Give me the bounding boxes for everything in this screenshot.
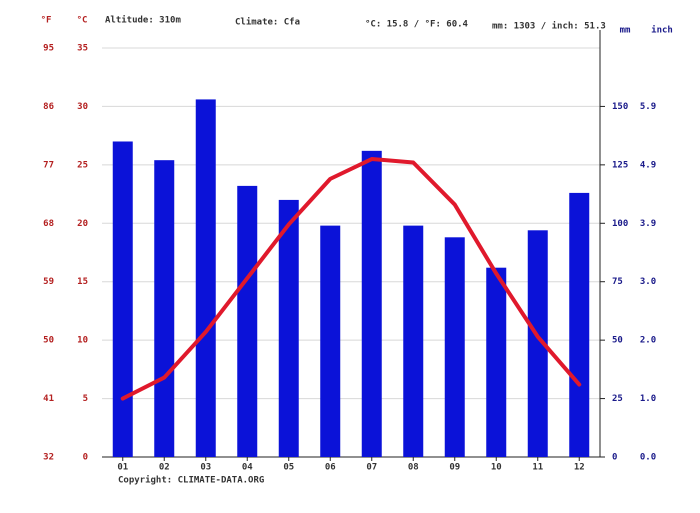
x-tick-label: 09 (449, 463, 460, 473)
x-tick-label: 02 (159, 463, 170, 473)
bar (237, 185, 258, 458)
y-tick-label: 0 (83, 453, 88, 463)
y-tick-label: 25 (77, 160, 88, 170)
bar (569, 192, 590, 457)
bar (403, 225, 424, 457)
y-tick-label: 15 (77, 277, 88, 287)
inch-tick-label: 0.0 (640, 453, 656, 463)
y2-tick-label: 100 (612, 219, 628, 229)
c-axis-label: °C (77, 16, 88, 26)
inch-tick-label: 4.9 (640, 160, 656, 170)
bar (361, 150, 382, 457)
y-tick-label: 30 (77, 102, 88, 112)
bar (278, 199, 299, 457)
x-tick-label: 10 (491, 463, 502, 473)
y-tick-label: 35 (77, 44, 88, 54)
climate: Climate: Cfa (235, 17, 300, 28)
precipitation-stats: mm: 1303 / inch: 51.3 (492, 21, 606, 32)
f-tick-label: 41 (43, 394, 54, 404)
y2-tick-label: 0 (612, 453, 617, 463)
x-tick-label: 11 (532, 463, 543, 473)
x-tick-label: 12 (574, 463, 585, 473)
x-tick-label: 01 (117, 463, 128, 473)
bar (486, 267, 507, 457)
x-tick-label: 04 (242, 463, 253, 473)
x-tick-label: 07 (366, 463, 377, 473)
y2-tick-label: 125 (612, 160, 628, 170)
f-tick-label: 77 (43, 160, 54, 170)
temperature-line (120, 157, 582, 401)
f-tick-label: 32 (43, 453, 54, 463)
bar (444, 237, 465, 457)
bar (154, 160, 175, 457)
inch-tick-label: 1.0 (640, 394, 656, 404)
copyright: Copyright: CLIMATE-DATA.ORG (118, 475, 264, 486)
y2-tick-label: 75 (612, 277, 623, 287)
y2-tick-label: 25 (612, 394, 623, 404)
mm-axis-label: mm (620, 26, 631, 36)
x-tick-label: 05 (283, 463, 294, 473)
altitude: Altitude: 310m (105, 15, 181, 26)
bar (320, 225, 341, 457)
y-tick-label: 5 (83, 394, 88, 404)
inch-tick-label: 3.0 (640, 277, 656, 287)
f-tick-label: 86 (43, 102, 54, 112)
y-tick-label: 20 (77, 219, 88, 229)
y2-tick-label: 150 (612, 102, 628, 112)
inch-axis-label: inch (651, 25, 673, 36)
bar (195, 99, 216, 457)
f-axis-label: °F (41, 16, 52, 26)
x-tick-label: 08 (408, 463, 419, 473)
f-tick-label: 95 (43, 44, 54, 54)
x-tick-label: 06 (325, 463, 336, 473)
inch-tick-label: 5.9 (640, 102, 656, 112)
y2-tick-label: 50 (612, 336, 623, 346)
f-tick-label: 68 (43, 219, 54, 229)
bar (527, 230, 548, 457)
bar (112, 141, 133, 457)
y-tick-label: 10 (77, 336, 88, 346)
inch-tick-label: 2.0 (640, 336, 656, 346)
temperature-stats: °C: 15.8 / °F: 60.4 (365, 20, 469, 30)
f-tick-label: 50 (43, 336, 54, 346)
f-tick-label: 59 (43, 277, 54, 287)
inch-tick-label: 3.9 (640, 219, 656, 229)
x-tick-label: 03 (200, 463, 211, 473)
